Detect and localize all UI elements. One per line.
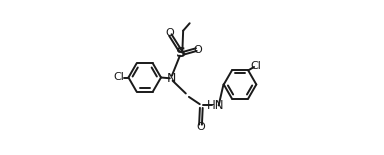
Text: Cl: Cl — [113, 73, 124, 82]
Text: N: N — [166, 72, 176, 85]
Text: Cl: Cl — [250, 61, 262, 71]
Text: O: O — [165, 28, 174, 38]
Text: O: O — [196, 122, 205, 132]
Text: HN: HN — [207, 99, 224, 112]
Text: S: S — [176, 46, 186, 60]
Text: O: O — [194, 45, 203, 55]
